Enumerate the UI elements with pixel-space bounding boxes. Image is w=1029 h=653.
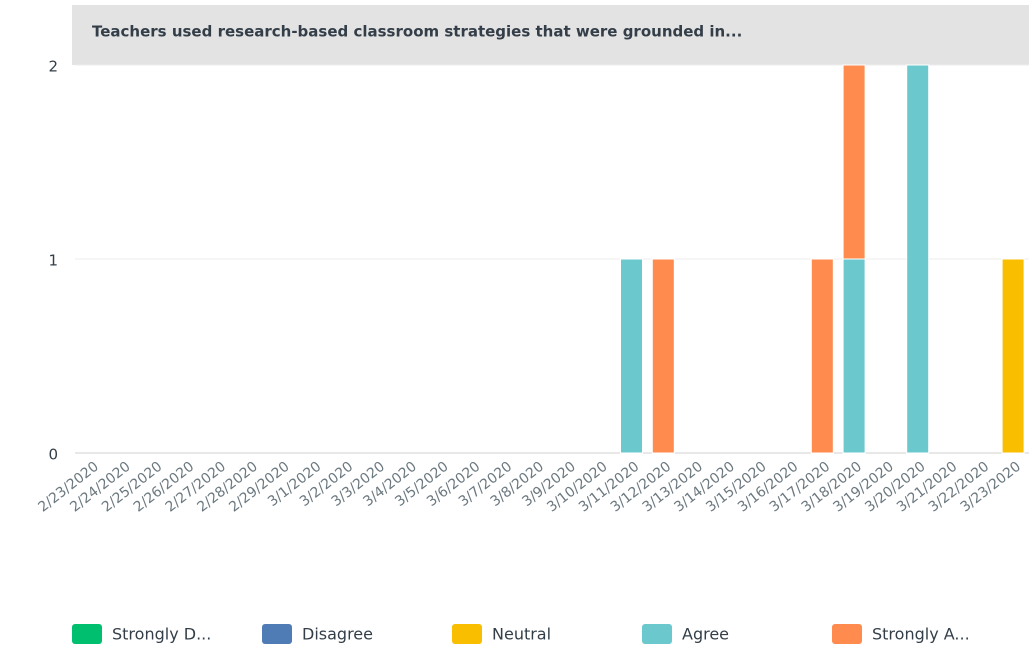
legend-label: Strongly A... xyxy=(872,625,970,644)
y-tick-label: 1 xyxy=(48,252,58,270)
bar-segment xyxy=(842,64,866,260)
legend-label: Agree xyxy=(682,625,729,644)
bar-segment xyxy=(651,258,675,454)
chart-title: Teachers used research-based classroom s… xyxy=(92,23,742,41)
legend-swatch xyxy=(262,624,292,644)
bar-segment xyxy=(842,258,866,454)
title-bar xyxy=(72,5,1029,65)
legend-swatch xyxy=(642,624,672,644)
legend-label: Neutral xyxy=(492,625,551,644)
bar-segment xyxy=(906,64,930,454)
bar-segment xyxy=(620,258,643,454)
bar-segment xyxy=(1001,258,1025,454)
bar-segment xyxy=(810,258,834,454)
legend-swatch xyxy=(72,624,102,644)
legend-swatch xyxy=(832,624,862,644)
legend-swatch xyxy=(452,624,482,644)
y-tick-label: 2 xyxy=(48,58,58,76)
legend-label: Strongly D... xyxy=(112,625,211,644)
legend-label: Disagree xyxy=(302,625,373,644)
y-tick-label: 0 xyxy=(48,446,58,464)
